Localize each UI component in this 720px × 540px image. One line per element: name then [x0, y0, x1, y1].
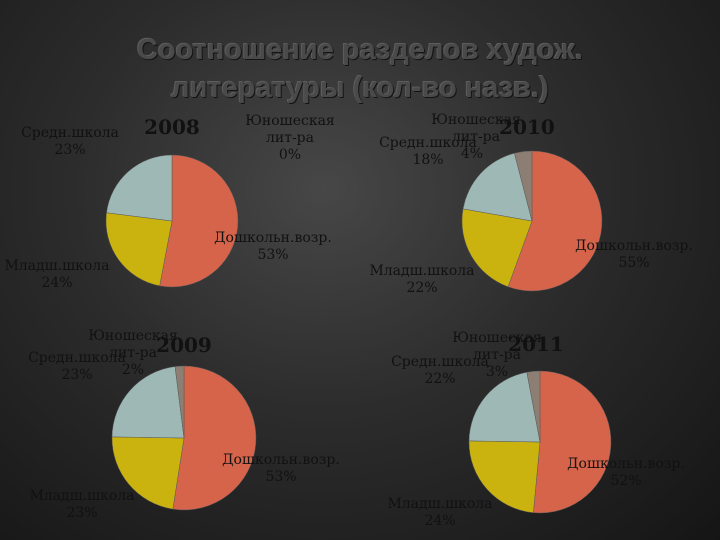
slide-title-line-2: литературы (кол-во назв.)	[171, 72, 549, 104]
pie-slice-middle-school	[111, 366, 185, 439]
data-label-preschool: Дошкольн.возр. 55%	[575, 238, 693, 271]
pie-chart-2008: 2008 Дошкольн.возр. 53% Младш.школа 24% Средн…	[4, 113, 334, 291]
pie-slice-middle-school	[462, 152, 533, 222]
pie-slice-youth-lit	[174, 365, 185, 439]
pie-slice-middle-school	[468, 371, 541, 443]
data-label-middle-school: Средн.школа 23%	[28, 350, 126, 383]
chart-year-label: 2009	[156, 333, 212, 357]
pie-chart-2011: 2011 Дошкольн.возр. 52% Младш.школа 24% Средн…	[387, 330, 684, 529]
data-label-junior-school: Младш.школа 24%	[4, 258, 109, 291]
data-label-youth-lit: Юношеская лит-ра 3%	[452, 330, 542, 380]
data-label-youth-lit: Юношеская лит-ра 2%	[88, 328, 178, 378]
pie-slice-junior-school	[461, 208, 533, 288]
data-label-middle-school: Средн.школа 18%	[379, 135, 477, 168]
data-label-youth-lit: Юношеская лит-ра 4%	[431, 112, 521, 162]
pie-slice-youth-lit	[526, 370, 541, 443]
pie-slice-preschool	[159, 154, 239, 288]
pie-slice-preschool	[533, 370, 612, 514]
data-label-youth-lit: Юношеская лит-ра 0%	[245, 113, 335, 163]
pie-slice-middle-school	[106, 154, 173, 222]
pie-slice-junior-school	[468, 440, 541, 513]
pie-slice-junior-school	[105, 212, 173, 287]
pie-slice-preschool	[172, 365, 257, 511]
chart-year-label: 2011	[508, 332, 564, 356]
slide-title-line-1: Соотношение разделов худож.	[137, 34, 583, 66]
data-label-preschool: Дошкольн.возр. 53%	[222, 452, 340, 485]
data-label-middle-school: Средн.школа 22%	[391, 354, 489, 387]
data-label-junior-school: Младш.школа 23%	[29, 488, 134, 521]
pie-chart-2010: 2010 Дошкольн.возр. 55% Младш.школа 22% Средн…	[369, 112, 692, 296]
pie-slice-youth-lit	[514, 150, 533, 222]
data-label-middle-school: Средн.школа 23%	[21, 125, 119, 158]
data-label-preschool: Дошкольн.возр. 52%	[567, 456, 685, 489]
data-label-junior-school: Младш.школа 24%	[387, 496, 492, 529]
pie-slice-preschool	[507, 150, 603, 292]
pie-chart-2009: 2009 Дошкольн.возр. 53% Младш.школа 23% Средн…	[28, 328, 340, 521]
pie-slice-junior-school	[111, 436, 185, 510]
chart-year-label: 2008	[144, 115, 200, 139]
data-label-junior-school: Младш.школа 22%	[369, 263, 474, 296]
data-label-preschool: Дошкольн.возр. 53%	[214, 230, 332, 263]
chart-year-label: 2010	[499, 115, 555, 139]
